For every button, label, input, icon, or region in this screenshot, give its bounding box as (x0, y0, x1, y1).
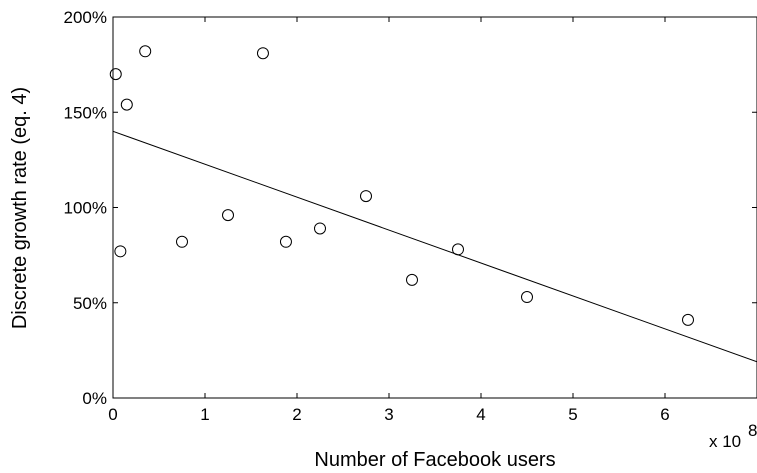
data-point (139, 45, 152, 58)
data-point (521, 291, 533, 304)
data-point (114, 245, 127, 258)
data-point (314, 222, 326, 235)
x-tick-label: 3 (384, 405, 393, 424)
data-point (452, 243, 464, 256)
data-point (406, 273, 418, 286)
y-tick-label: 50% (73, 294, 107, 313)
regression-line (112, 130, 757, 363)
x-multiplier-exponent: 8 (748, 421, 757, 440)
data-point (222, 209, 234, 222)
x-axis-ticks: 0 1 2 3 4 5 6 (108, 17, 670, 424)
data-point (682, 313, 694, 326)
x-tick-label: 5 (568, 405, 577, 424)
x-tick-label: 4 (476, 405, 485, 424)
y-axis-ticks: 0% 50% 100% 150% 200% (64, 8, 757, 408)
data-point (109, 68, 122, 81)
y-axis-label: Discrete growth rate (eq. 4) (9, 87, 31, 329)
x-multiplier-label: x 10 (709, 432, 741, 451)
data-points (109, 45, 694, 326)
x-axis-label: Number of Facebook users (314, 449, 555, 471)
x-tick-label: 1 (200, 405, 209, 424)
fit-line-layer (112, 130, 757, 363)
x-tick-label: 2 (292, 405, 301, 424)
y-tick-label: 100% (64, 199, 107, 218)
data-point (279, 235, 292, 248)
y-tick-label: 0% (82, 389, 107, 408)
data-point (120, 98, 133, 111)
y-tick-label: 200% (64, 8, 107, 27)
data-point (256, 47, 269, 60)
x-tick-label: 0 (108, 405, 117, 424)
data-point (360, 190, 372, 203)
data-point (176, 235, 188, 248)
y-tick-label: 150% (64, 103, 107, 122)
plot-area (112, 16, 757, 399)
x-tick-label: 6 (660, 405, 669, 424)
